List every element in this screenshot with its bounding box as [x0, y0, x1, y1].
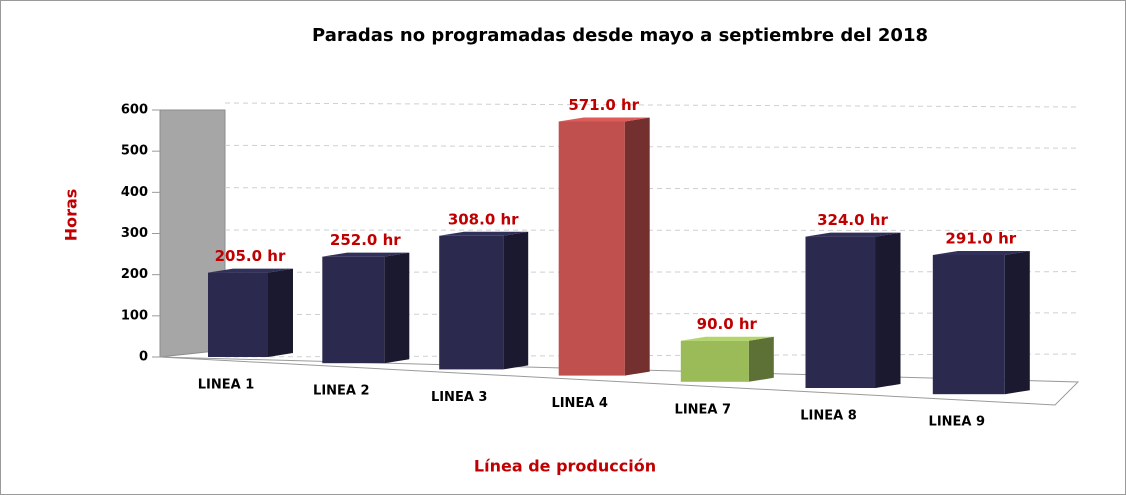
data-label: 205.0 hr	[215, 247, 286, 265]
bar-top	[558, 117, 650, 122]
data-label: 571.0 hr	[568, 96, 639, 114]
bar-side	[268, 268, 293, 357]
bar-side	[748, 336, 774, 382]
x-tick-label: LINEA 7	[675, 402, 732, 417]
bar-top	[932, 250, 1030, 255]
grid-line	[224, 187, 1081, 190]
y-tick-label: 400	[121, 185, 148, 200]
bar	[805, 236, 876, 388]
bar	[439, 235, 504, 370]
y-tick-label: 100	[121, 308, 148, 323]
y-tick-label: 300	[121, 226, 148, 241]
x-tick-label: LINEA 3	[431, 390, 488, 405]
x-axis-label: Línea de producción	[474, 457, 656, 476]
bar-side	[503, 231, 529, 370]
x-tick-label: LINEA 8	[800, 409, 857, 424]
x-tick-label: LINEA 2	[313, 384, 370, 399]
bar-side	[1004, 250, 1030, 395]
bar	[558, 121, 625, 376]
data-label: 308.0 hr	[448, 210, 519, 228]
data-label: 252.0 hr	[330, 231, 401, 249]
grid-line	[224, 229, 1081, 231]
bar-top	[805, 232, 901, 237]
bar	[680, 340, 749, 382]
data-label: 324.0 hr	[817, 211, 888, 229]
bar-top	[208, 268, 293, 273]
data-label: 291.0 hr	[945, 229, 1016, 247]
data-label: 90.0 hr	[697, 315, 758, 333]
bar	[932, 254, 1005, 395]
y-tick-label: 0	[139, 350, 148, 365]
bar	[208, 272, 268, 357]
bar-side	[624, 117, 650, 376]
x-tick-label: LINEA 4	[551, 396, 608, 411]
bar-top	[322, 252, 410, 257]
bar-top	[680, 336, 774, 341]
y-tick-label: 200	[121, 267, 148, 282]
y-tick-label: 500	[121, 144, 148, 159]
x-tick-label: LINEA 9	[929, 415, 986, 430]
bar-top	[439, 231, 529, 236]
bar	[322, 256, 385, 364]
bar-side	[384, 252, 410, 364]
bar-side	[875, 232, 901, 388]
grid-line	[224, 102, 1081, 108]
y-tick-label: 600	[121, 103, 148, 118]
y-axis-label: Horas	[62, 189, 81, 242]
grid-line	[224, 144, 1081, 149]
x-tick-label: LINEA 1	[198, 378, 255, 393]
chart-title: Paradas no programadas desde mayo a sept…	[312, 25, 928, 46]
